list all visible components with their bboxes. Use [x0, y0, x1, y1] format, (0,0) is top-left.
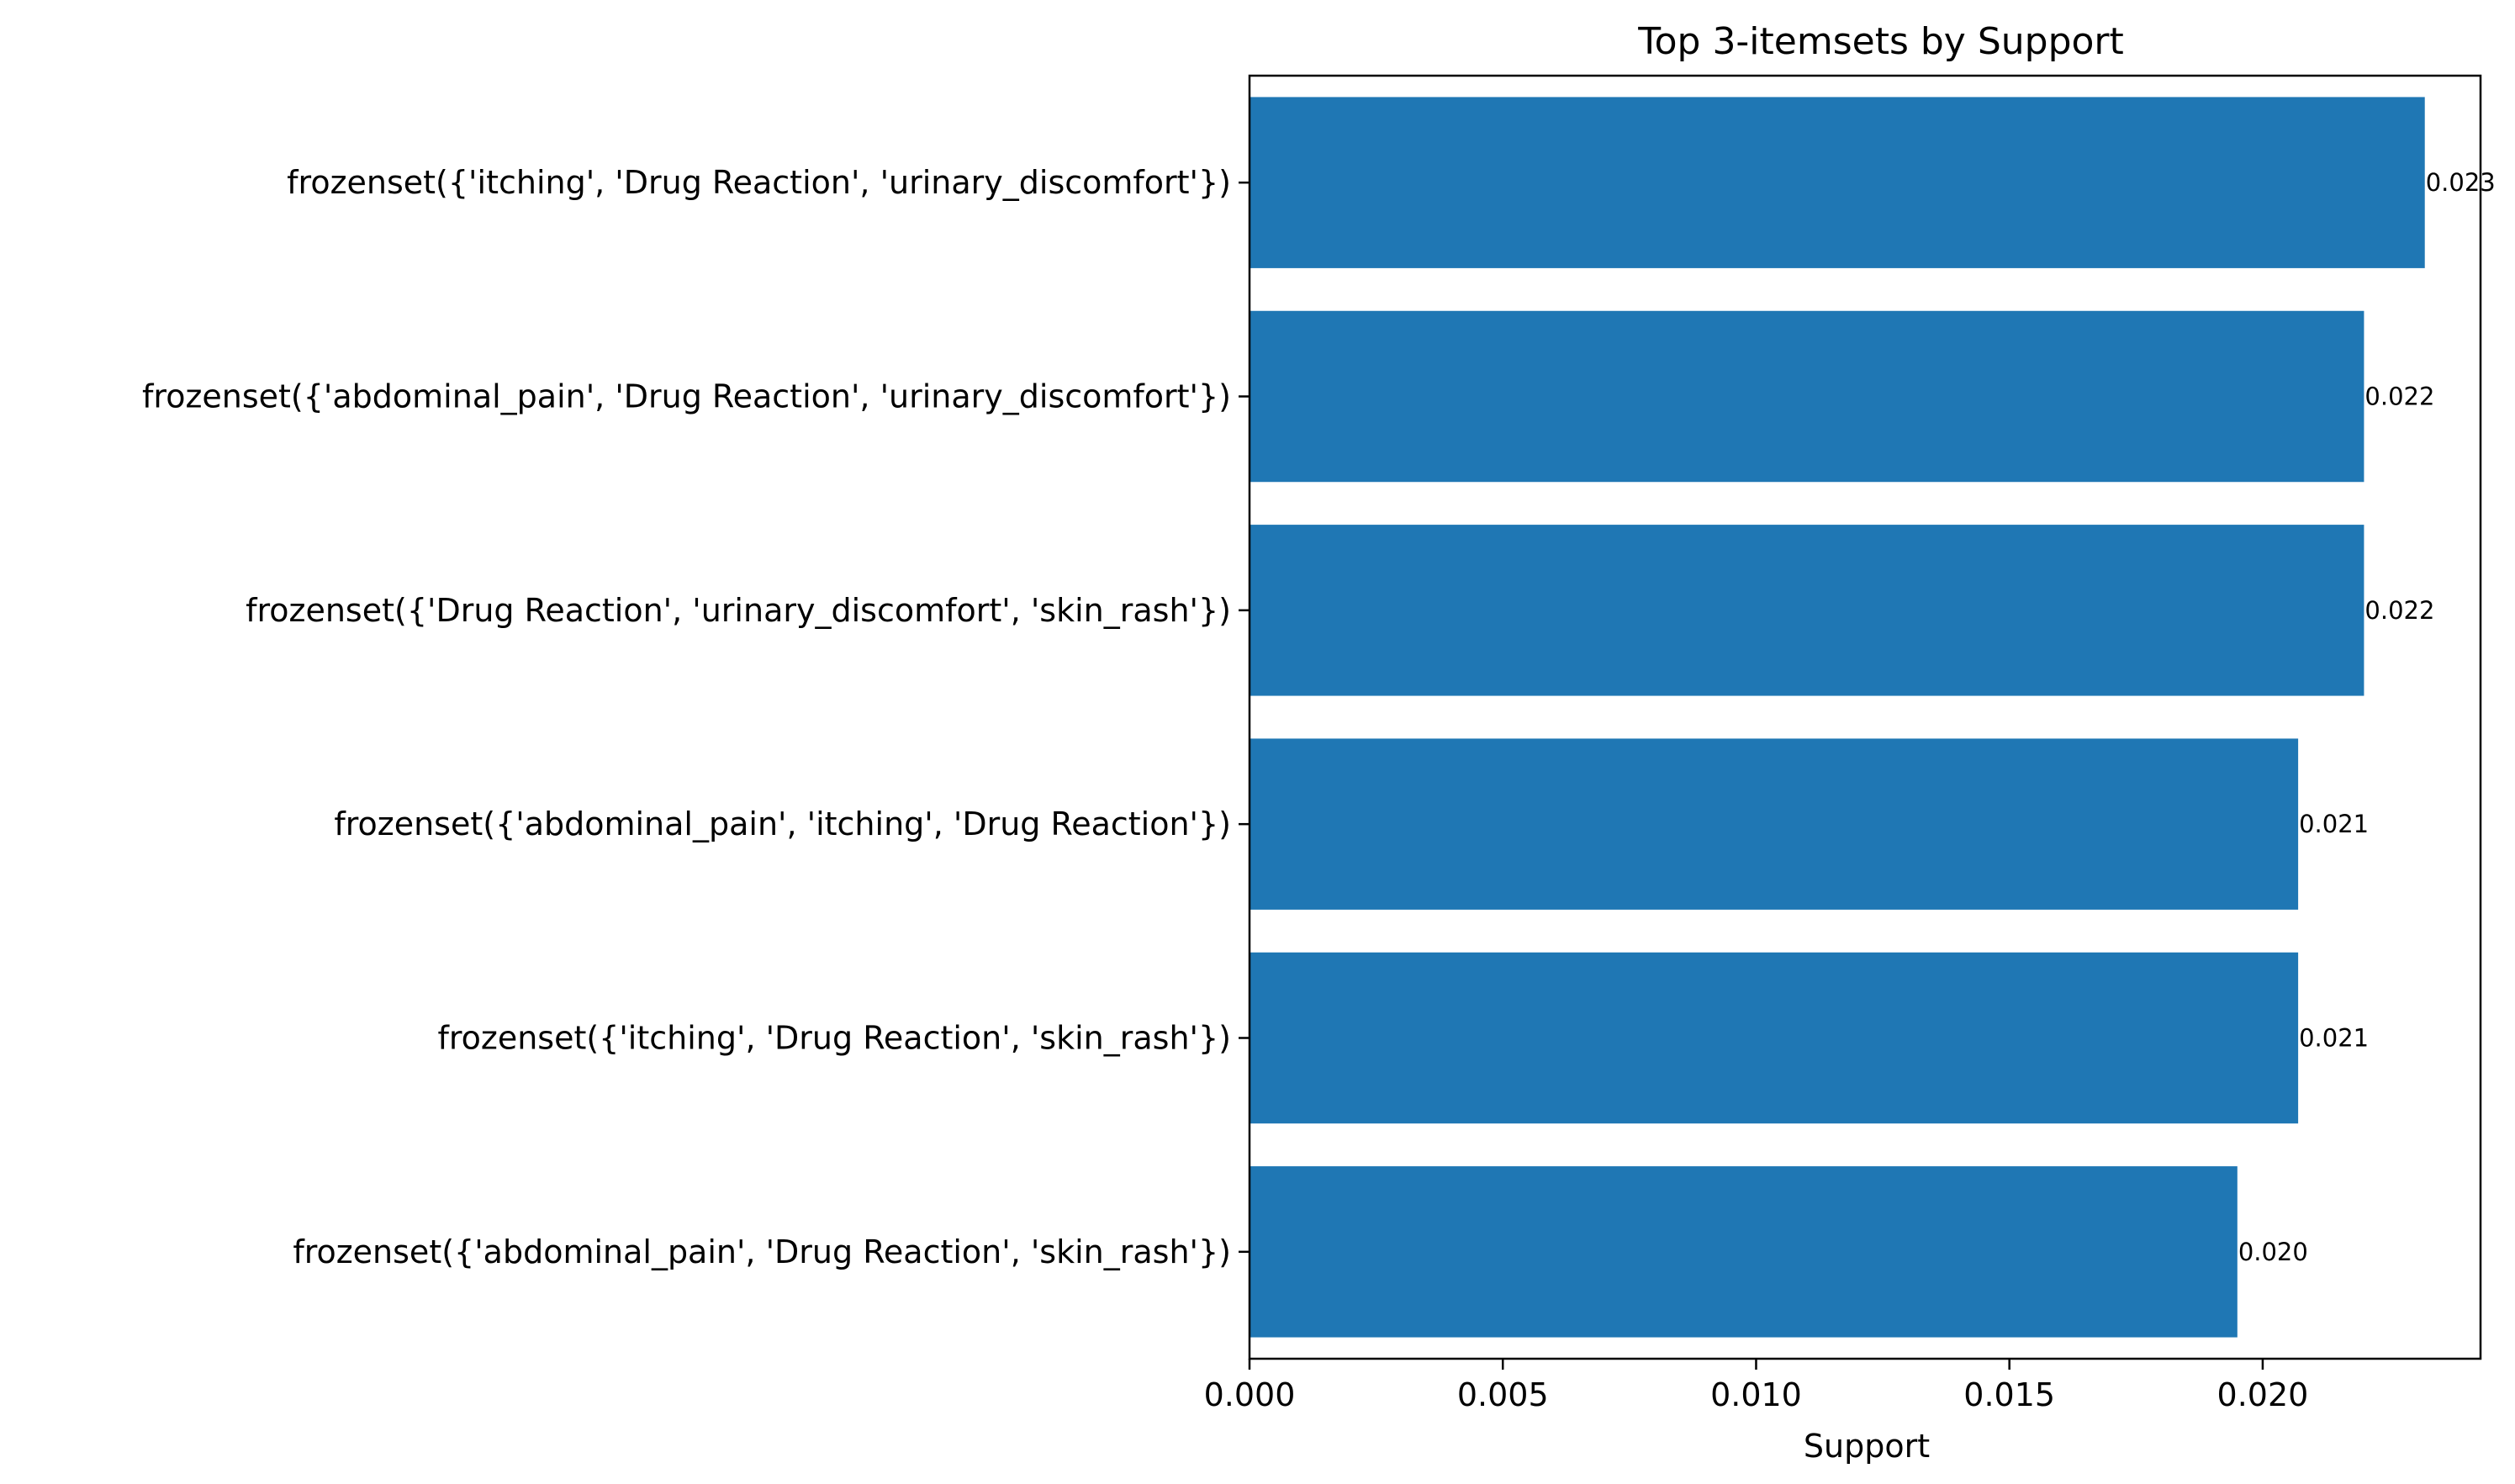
- bar: [1250, 1166, 2238, 1338]
- bar-value-label: 0.020: [2238, 1238, 2308, 1266]
- category-label: frozenset({'abdominal_pain', 'Drug React…: [142, 378, 1231, 415]
- x-tick-label: 0.020: [2217, 1376, 2309, 1413]
- chart-title: Top 3-itemsets by Support: [1637, 20, 2124, 63]
- category-label: frozenset({'itching', 'Drug Reaction', '…: [287, 164, 1231, 201]
- x-tick-label: 0.000: [1204, 1376, 1296, 1413]
- bar-value-label: 0.023: [2426, 168, 2496, 197]
- bar: [1250, 97, 2425, 268]
- x-axis-ticks: 0.000 0.005 0.010 0.015 0.020: [1204, 1359, 2309, 1413]
- x-tick-label: 0.015: [1963, 1376, 2055, 1413]
- bar-value-label: 0.022: [2364, 596, 2434, 625]
- bar: [1250, 310, 2364, 483]
- x-tick-label: 0.005: [1457, 1376, 1549, 1413]
- x-axis-label: Support: [1804, 1428, 1930, 1465]
- x-tick-label: 0.010: [1710, 1376, 1802, 1413]
- category-label: frozenset({'abdominal_pain', 'itching', …: [334, 805, 1231, 842]
- bar: [1250, 738, 2299, 910]
- bar: [1250, 525, 2364, 696]
- category-label: frozenset({'Drug Reaction', 'urinary_dis…: [246, 592, 1231, 629]
- bar-value-label: 0.021: [2299, 1024, 2369, 1053]
- plot-frame: [1248, 74, 2482, 1360]
- category-labels: frozenset({'itching', 'Drug Reaction', '…: [142, 164, 1231, 1270]
- bar-value-label: 0.022: [2364, 383, 2434, 411]
- value-labels: 0.023 0.022 0.022 0.021 0.021 0.020: [2238, 168, 2496, 1266]
- category-label: frozenset({'itching', 'Drug Reaction', '…: [437, 1020, 1231, 1057]
- y-axis-ticks: [1239, 181, 1250, 1254]
- category-label: frozenset({'abdominal_pain', 'Drug React…: [293, 1233, 1231, 1270]
- bar-value-label: 0.021: [2299, 810, 2369, 838]
- bar: [1250, 952, 2299, 1124]
- bars-group: [1250, 97, 2425, 1338]
